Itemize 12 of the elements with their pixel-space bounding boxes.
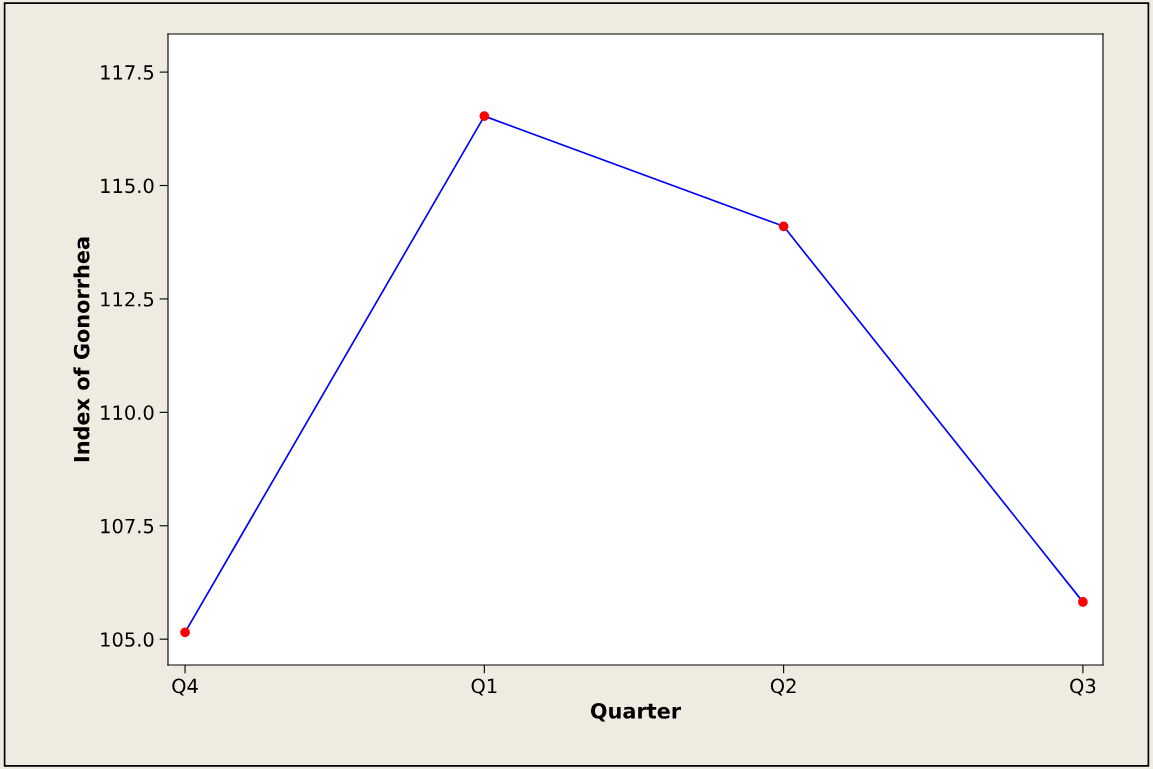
y-tick-label: 112.5 bbox=[101, 291, 154, 307]
y-axis-title: Index of Gonorrhea bbox=[73, 237, 90, 462]
x-tick-label: Q1 bbox=[471, 678, 497, 696]
x-tick-label: Q3 bbox=[1070, 678, 1096, 696]
y-tick-label: 105.0 bbox=[101, 632, 154, 647]
y-tick-label: 107.5 bbox=[101, 518, 154, 534]
y-tick-label: 117.5 bbox=[101, 65, 154, 80]
y-tick-label: 110.0 bbox=[101, 405, 154, 421]
x-tick-label: Q2 bbox=[770, 678, 796, 696]
y-tick-label: 115.0 bbox=[101, 178, 154, 194]
x-axis-title: Quarter bbox=[590, 702, 682, 722]
x-tick-label: Q4 bbox=[172, 678, 198, 696]
